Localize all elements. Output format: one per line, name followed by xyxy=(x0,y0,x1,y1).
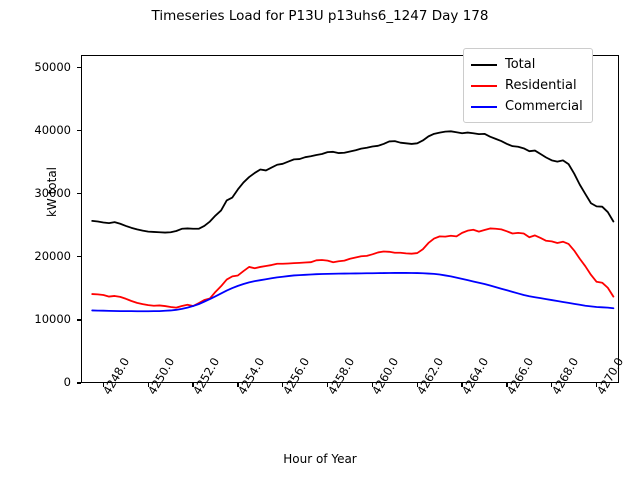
y-tick-label: 40000 xyxy=(34,122,71,137)
y-tick-mark xyxy=(77,130,81,132)
legend-swatch-icon xyxy=(471,105,497,108)
x-tick-mark xyxy=(237,383,239,387)
legend-swatch-icon xyxy=(471,63,497,66)
legend-label: Total xyxy=(505,57,536,72)
x-tick-mark xyxy=(147,383,149,387)
y-tick-mark xyxy=(77,319,81,321)
x-tick-mark xyxy=(371,383,374,387)
x-tick-mark xyxy=(595,383,598,387)
x-axis-label: Hour of Year xyxy=(283,452,357,466)
legend-swatch-icon xyxy=(471,84,497,87)
x-tick-mark xyxy=(461,383,463,387)
y-tick-mark xyxy=(77,382,81,384)
legend-item-total[interactable]: Total xyxy=(471,54,583,75)
x-tick-mark xyxy=(416,383,418,387)
legend-item-commercial[interactable]: Commercial xyxy=(471,96,583,117)
x-tick-mark xyxy=(551,383,553,387)
y-tick-mark xyxy=(77,256,81,258)
y-tick-label: 30000 xyxy=(34,185,71,200)
y-tick-label: 10000 xyxy=(34,311,71,326)
x-tick-mark xyxy=(102,383,105,387)
chart-legend: Total Residential Commercial xyxy=(463,48,593,123)
y-tick-label: 20000 xyxy=(34,248,71,263)
legend-item-residential[interactable]: Residential xyxy=(471,75,583,96)
y-tick-label: 0 xyxy=(63,375,71,389)
y-tick-mark xyxy=(77,66,81,69)
x-tick-mark xyxy=(192,383,194,387)
y-tick-label: 50000 xyxy=(34,59,71,74)
legend-label: Commercial xyxy=(505,99,583,114)
x-tick-mark xyxy=(326,383,329,387)
plot-area xyxy=(81,55,619,383)
x-tick-mark xyxy=(282,383,284,387)
x-tick-mark xyxy=(506,383,508,387)
chart-title: Timeseries Load for P13U p13uhs6_1247 Da… xyxy=(151,8,489,24)
legend-label: Residential xyxy=(505,78,577,93)
y-tick-mark xyxy=(77,193,81,195)
